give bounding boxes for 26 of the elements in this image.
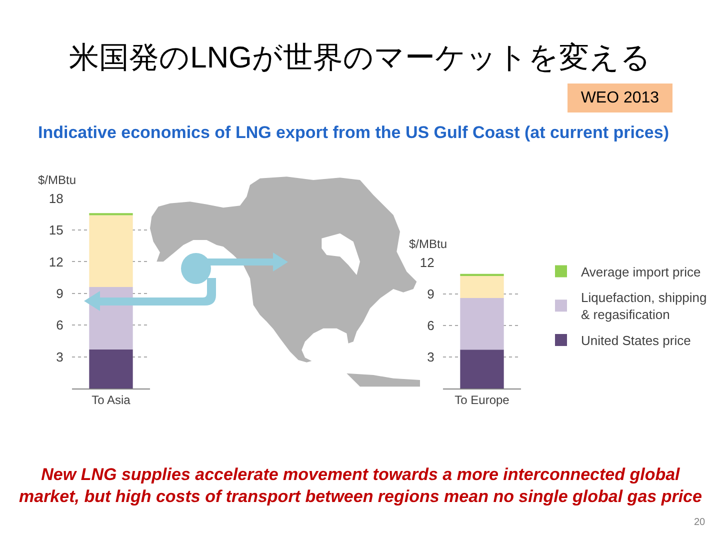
y-tick-label: 15 (48, 222, 64, 238)
text: 20 (694, 517, 706, 528)
bar (460, 276, 504, 298)
y-tick-label: 12 (48, 254, 64, 270)
x-tick-label: To Europe (454, 393, 510, 407)
y-tick-label: 6 (56, 318, 64, 333)
y-tick-label: 9 (56, 286, 64, 301)
text: WEO 2013 (580, 90, 660, 106)
y-tick-label: 6 (427, 318, 434, 333)
legend-label: Average import price (581, 264, 701, 280)
y-axis-title: $/MBtu (409, 237, 448, 251)
text: New LNG supplies accelerate movement towards a more interconnected global market, but high costs of transport between regions mean no single global gas price (19, 465, 702, 506)
bar (89, 349, 133, 388)
legend-label: Liquefaction, shipping & regasification (581, 290, 707, 322)
y-axis-title: $/MBtu (38, 173, 76, 187)
y-tick-label: 12 (420, 254, 434, 270)
text: 米国発のLNGが世界のマーケットを変える (69, 42, 651, 74)
text: Indicative economics of LNG export from the US Gulf Coast (at current prices) (38, 123, 670, 142)
y-tick-label: 9 (427, 286, 434, 302)
x-tick-label: To Asia (92, 393, 131, 407)
y-tick-label: 3 (427, 350, 434, 364)
y-tick-label: 3 (56, 349, 64, 364)
legend-label: United States price (581, 333, 691, 348)
bar (460, 298, 504, 350)
bar (460, 350, 504, 388)
y-tick-label: 18 (48, 190, 64, 206)
